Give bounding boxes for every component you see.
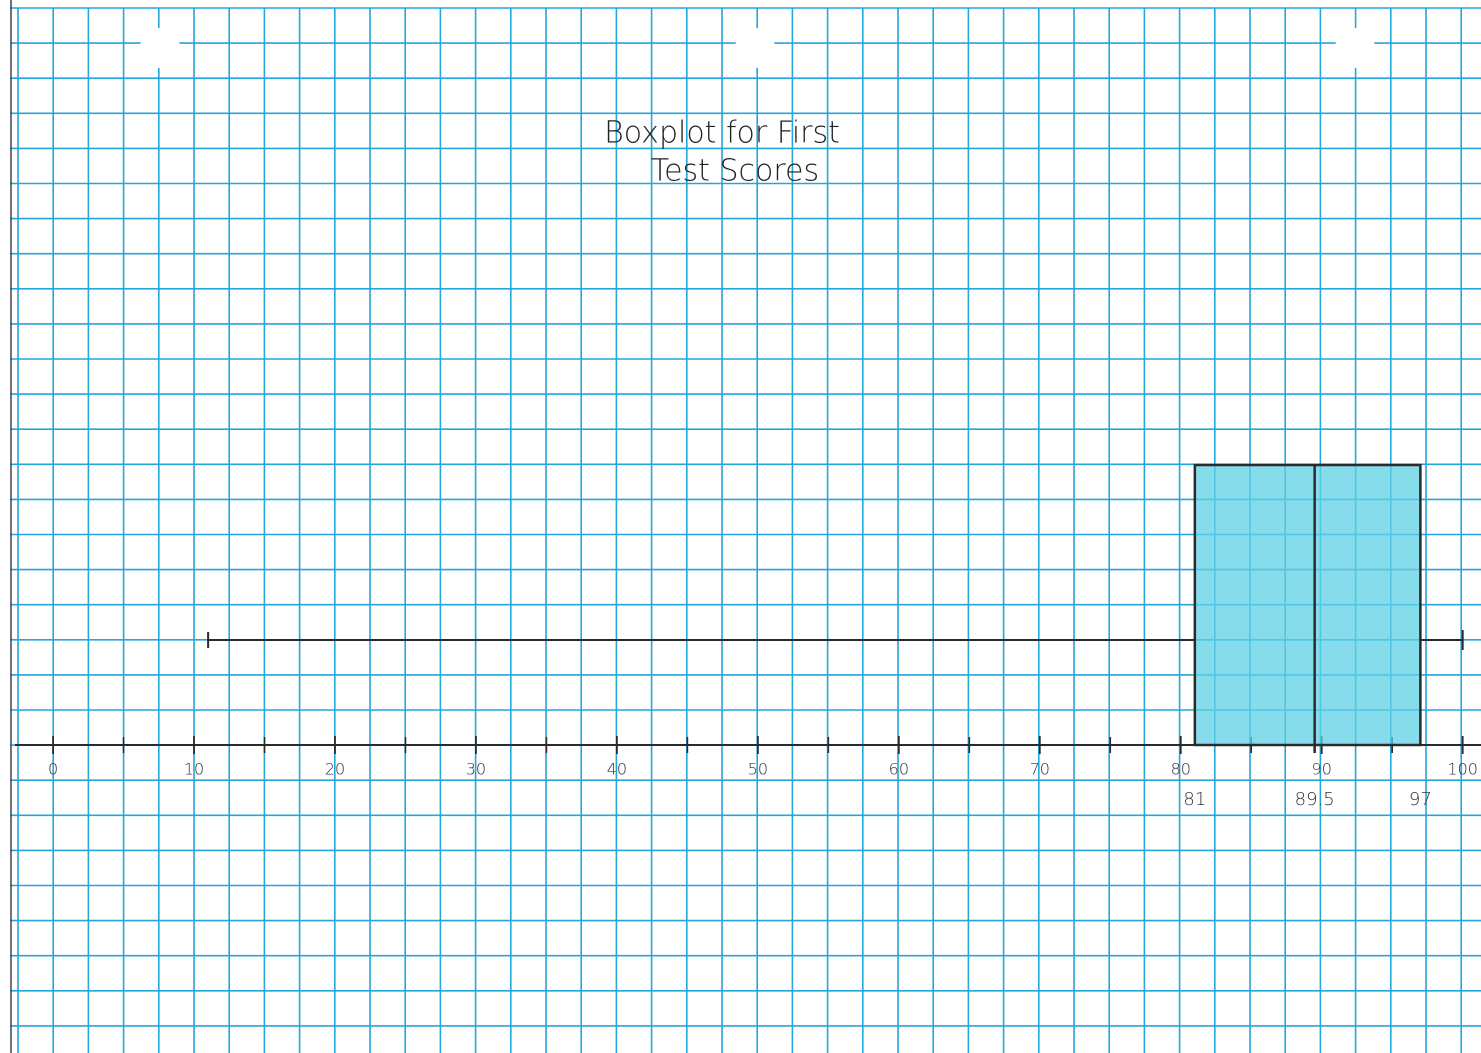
x-tick-label: 10 (184, 760, 204, 779)
page: {"chart_data": { "type": "box", "title":… (0, 0, 1481, 1053)
x-tick-label: 80 (1171, 760, 1191, 779)
x-tick-label: 90 (1312, 760, 1332, 779)
x-tick-label: 60 (889, 760, 909, 779)
chart-title: Test Scores (651, 154, 819, 189)
box (1195, 465, 1421, 745)
punch-hole (735, 28, 775, 68)
stat-label: 97 (1409, 789, 1432, 810)
x-tick-label: 100 (1447, 760, 1478, 779)
x-tick-label: 0 (48, 760, 58, 779)
x-tick-label: 50 (748, 760, 768, 779)
chart: Boxplot for FirstTest Scores 0 10 20 30 40 50 6… (0, 0, 1481, 1053)
x-tick-label: 70 (1030, 760, 1050, 779)
stat-label: 81 (1183, 789, 1206, 810)
chart-title: Boxplot for First (604, 116, 840, 151)
x-tick-label: 20 (325, 760, 345, 779)
punch-hole (1335, 28, 1375, 68)
stat-label: 89.5 (1295, 789, 1335, 810)
punch-hole (140, 28, 180, 68)
x-tick-label: 40 (607, 760, 627, 779)
x-tick-label: 30 (466, 760, 486, 779)
